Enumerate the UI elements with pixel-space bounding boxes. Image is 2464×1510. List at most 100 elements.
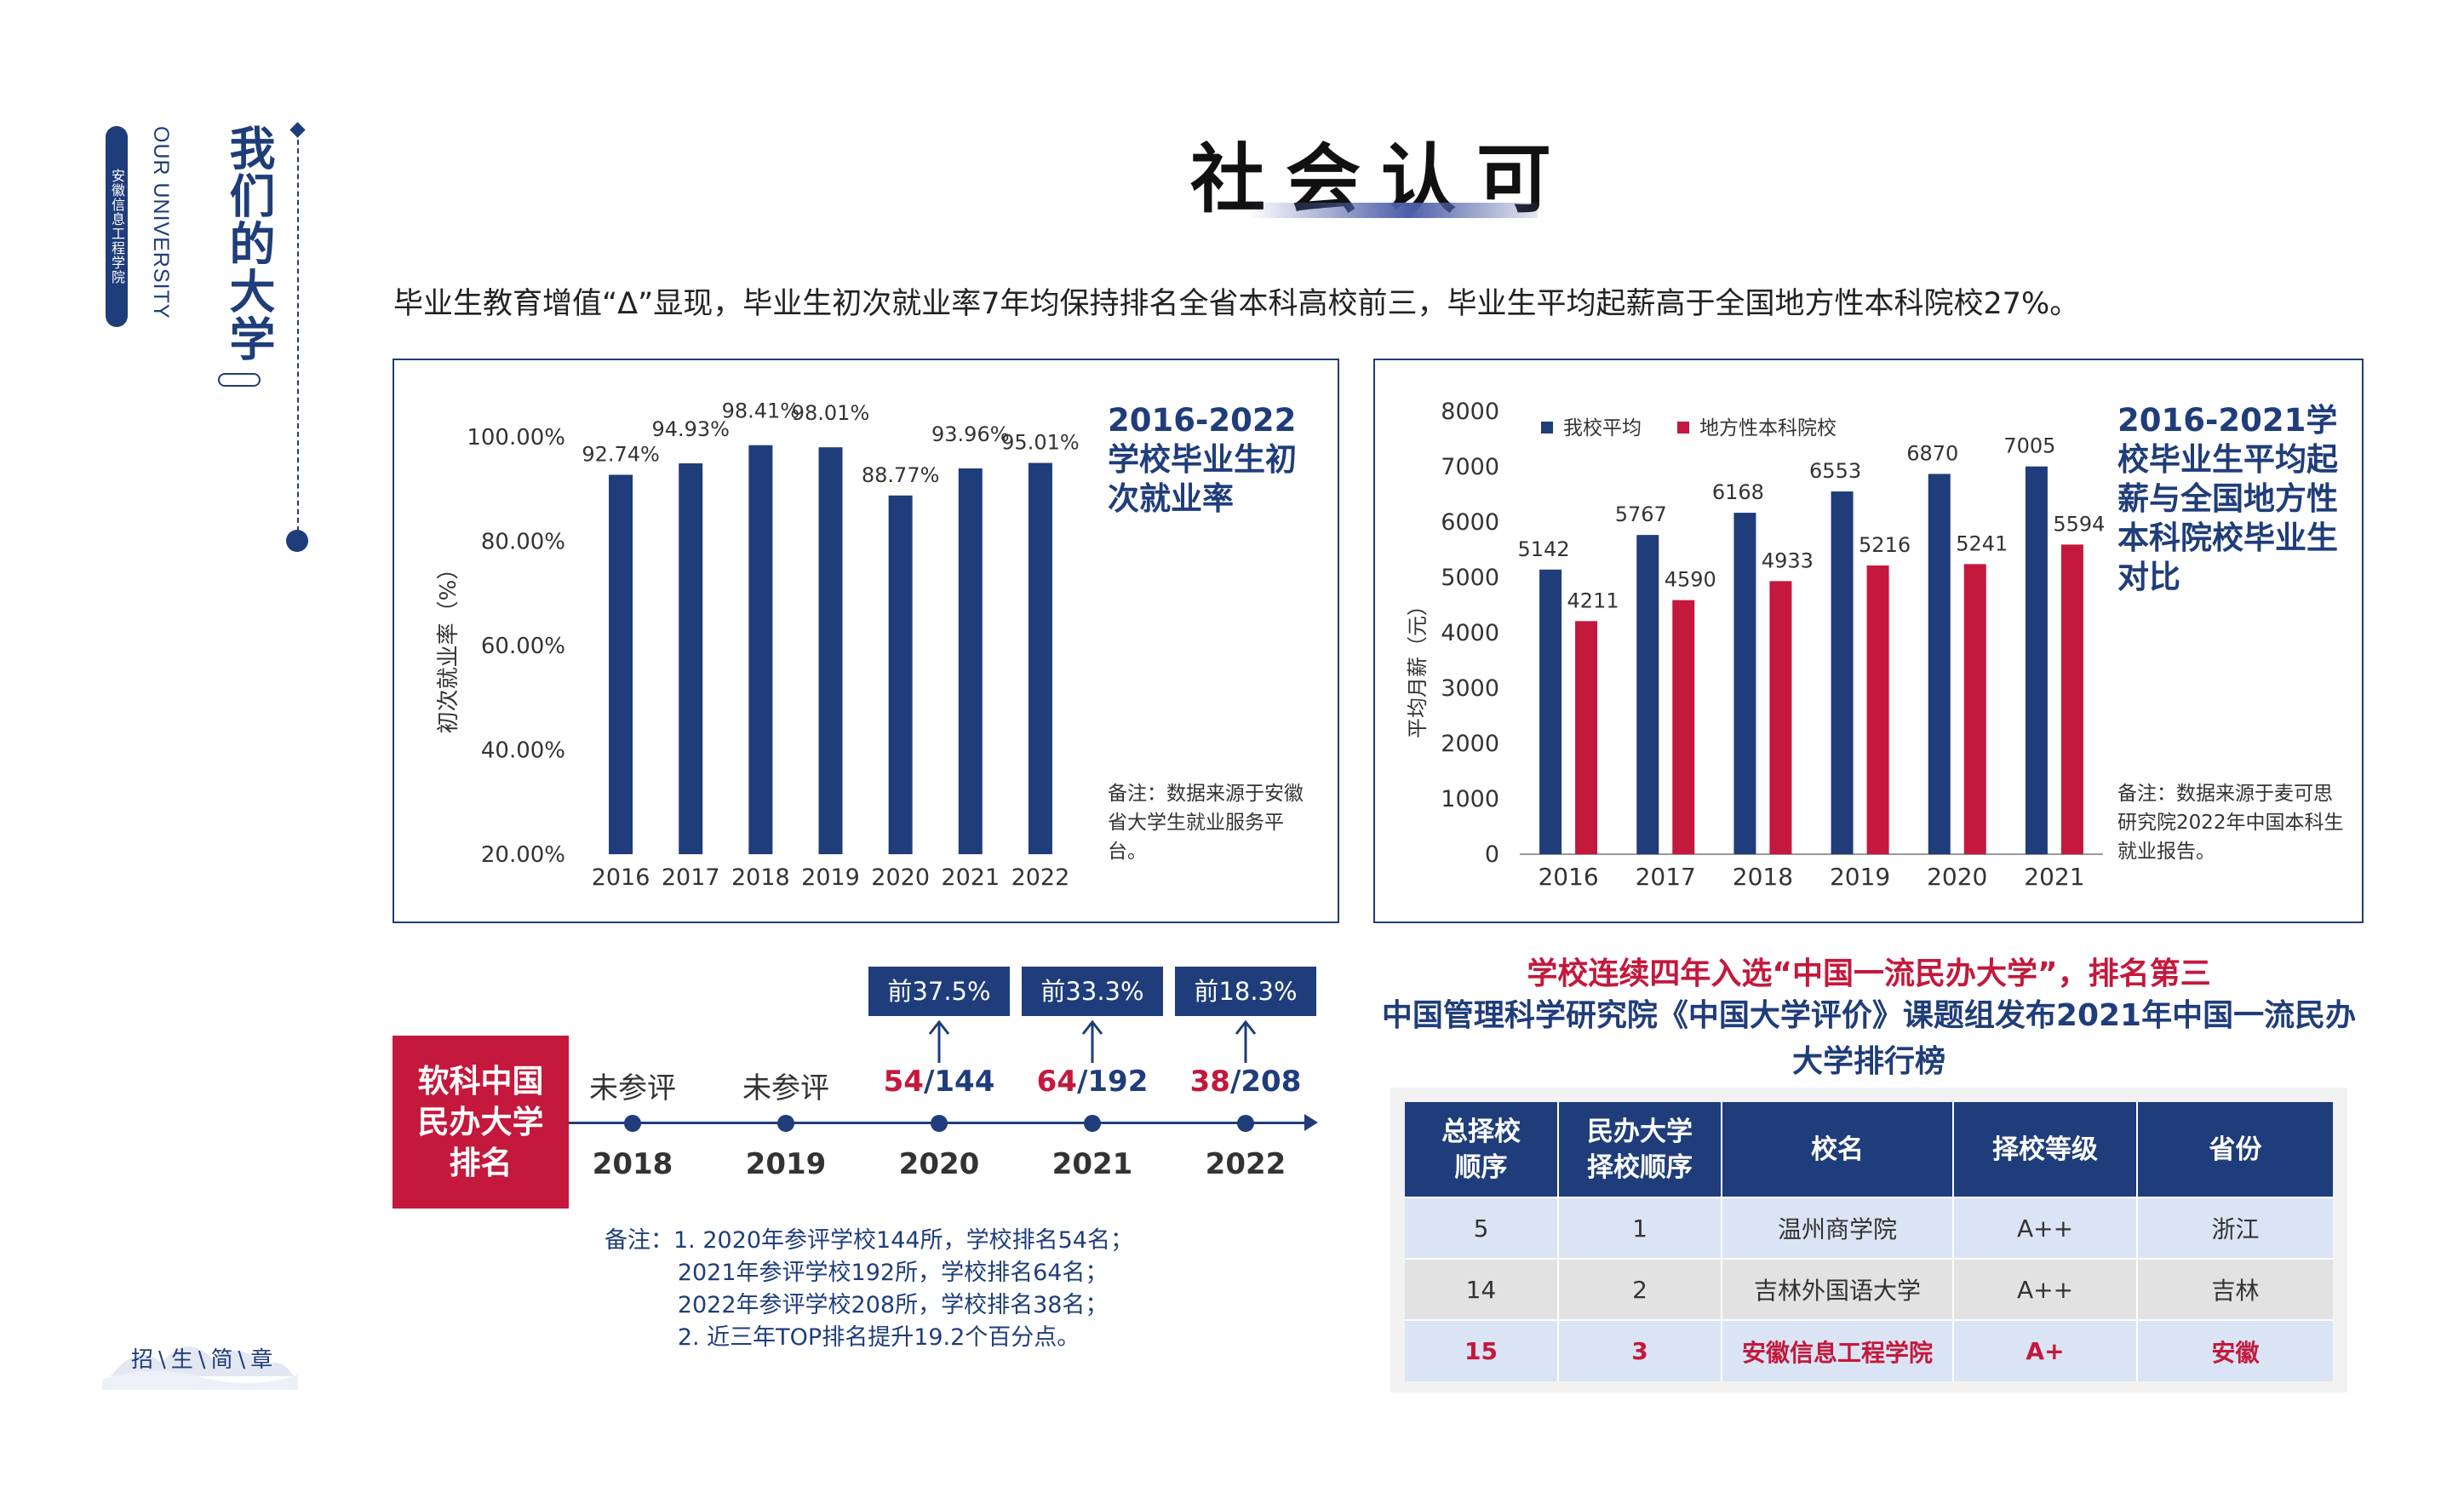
column-header-label: 民办大学择校顺序	[1587, 1116, 1693, 1183]
y-tick-label: 60.00%	[481, 634, 565, 659]
x-tick-label: 2022	[1011, 864, 1070, 891]
legend-swatch	[1677, 422, 1689, 433]
data-label: 4933	[1762, 548, 1814, 572]
timeline-year: 2018	[592, 1147, 673, 1181]
column-header-label: 总择校顺序	[1441, 1116, 1521, 1183]
data-label: 5241	[1956, 531, 2008, 555]
employment-rate-chart: 20.00% 40.00% 60.00% 80.00% 100.00% 初次就业率（%） 9…	[436, 399, 1080, 891]
bar	[958, 468, 983, 854]
table-row: 5 1 温州商学院 A++ 浙江	[1405, 1197, 2333, 1259]
y-tick-label: 20.00%	[481, 842, 565, 868]
data-label: 98.01%	[792, 401, 870, 425]
bar	[1672, 600, 1695, 854]
table-cell: 1	[1558, 1197, 1722, 1259]
timeline-dot-2021	[1084, 1115, 1101, 1132]
brochure-logo-text: 招\生\简\章	[131, 1347, 278, 1373]
rank-number: 38	[1189, 1065, 1230, 1099]
rank-number: 54	[883, 1065, 924, 1099]
legend-swatch	[1541, 422, 1553, 433]
y-tick-label: 3000	[1441, 675, 1499, 702]
school-name-vertical: 安徽信息工程学院	[106, 126, 128, 327]
x-tick-label: 2021	[2024, 863, 2084, 891]
x-tick-label: 2016	[1538, 863, 1598, 891]
our-university-label: OUR UNIVERSITY	[149, 126, 173, 319]
x-tick-label: 2016	[592, 864, 650, 891]
x-tick-label: 2020	[1927, 863, 1987, 891]
table-cell: 浙江	[2137, 1197, 2333, 1259]
x-tick-label: 2020	[871, 864, 930, 891]
y-tick-label: 6000	[1441, 509, 1499, 536]
table-headline-blue: 中国管理科学研究院《中国大学评价》课题组发布2021年中国一流民办大学排行榜	[1381, 998, 2357, 1079]
arrow-up-icon	[1235, 1019, 1257, 1063]
timeline-value: 54/144	[854, 1065, 1024, 1099]
rank-total: /192	[1076, 1065, 1149, 1099]
column-header: 择校等级	[1953, 1102, 2138, 1197]
column-header: 省份	[2137, 1102, 2333, 1197]
legend-label: 我校平均	[1563, 417, 1642, 439]
data-label: 6870	[1906, 441, 1958, 465]
data-label: 94.93%	[651, 417, 730, 441]
table-header-row: 总择校顺序 民办大学择校顺序 校名 择校等级 省份	[1405, 1102, 2333, 1197]
rank-total: /144	[923, 1065, 995, 1099]
employment-chart-note: 备注：数据来源于安徽省大学生就业服务平台。	[1108, 783, 1304, 863]
data-label: 6168	[1712, 480, 1764, 504]
y-axis-label: 平均月薪（元）	[1406, 595, 1430, 738]
table-cell: A++	[1953, 1197, 2138, 1259]
table-row: 14 2 吉林外国语大学 A++ 吉林	[1405, 1258, 2333, 1320]
bar	[609, 474, 633, 854]
table-cell: 温州商学院	[1722, 1197, 1954, 1259]
bar	[2060, 544, 2083, 854]
employment-rate-panel: 20.00% 40.00% 60.00% 80.00% 100.00% 初次就业率（%） 9…	[393, 359, 1339, 923]
timeline-year: 2021	[1051, 1147, 1133, 1181]
bar	[1636, 535, 1659, 854]
table-cell: A+	[1953, 1319, 2138, 1381]
timeline-arrow-icon	[1304, 1114, 1318, 1131]
section-title-vertical: 我们的大学	[221, 124, 275, 363]
rank-percentile-badge: 前37.5%	[868, 967, 1010, 1016]
table-cell: A++	[1953, 1258, 2138, 1320]
bar	[1866, 565, 1889, 854]
bar	[1028, 462, 1052, 854]
data-label: 5767	[1615, 502, 1667, 526]
y-tick-label: 40.00%	[481, 738, 565, 764]
y-tick-label: 80.00%	[481, 530, 565, 555]
timeline-value: 64/192	[1007, 1065, 1178, 1099]
rank-percentile-badge: 前18.3%	[1175, 967, 1316, 1016]
data-label: 4211	[1567, 588, 1619, 612]
y-tick-label: 8000	[1441, 399, 1499, 425]
table-cell: 3	[1558, 1319, 1722, 1381]
salary-comparison-panel: 0 1000 2000 3000 4000 5000 6000 7000 8000 平均月薪（元）…	[1373, 359, 2364, 923]
timeline-year: 2019	[745, 1147, 827, 1181]
x-tick-label: 2019	[1830, 863, 1890, 891]
bar	[748, 445, 773, 854]
ranking-label-box: 软科中国民办大学排名	[393, 1036, 569, 1209]
salary-comparison-chart: 0 1000 2000 3000 4000 5000 6000 7000 8000 平均月薪（元）…	[1406, 399, 2105, 891]
bar	[818, 447, 843, 854]
employment-chart-title: 2016-2022学校毕业生初次就业率	[1108, 402, 1297, 517]
bar	[1831, 491, 1854, 854]
arrow-up-icon	[928, 1019, 950, 1063]
bar	[888, 495, 913, 854]
table-cell: 2	[1558, 1258, 1722, 1320]
bar	[1769, 581, 1792, 854]
bar	[2025, 466, 2048, 854]
table-row-highlight: 15 3 安徽信息工程学院 A+ 安徽	[1405, 1319, 2333, 1381]
table-cell: 吉林	[2137, 1258, 2333, 1320]
data-label: 5216	[1859, 533, 1911, 557]
salary-chart-note: 备注：数据来源于麦可思研究院2022年中国本科生就业报告。	[2117, 783, 2344, 863]
ranking-table-container: 总择校顺序 民办大学择校顺序 校名 择校等级 省份 5 1 温州商学院 A++ …	[1390, 1088, 2347, 1392]
table-cell: 15	[1405, 1319, 1559, 1381]
table-cell: 安徽	[2137, 1319, 2333, 1381]
intro-text: 毕业生教育增值“Δ”显现，毕业生初次就业率7年均保持排名全省本科高校前三，毕业生…	[393, 287, 2080, 321]
salary-chart-title: 2016-2021学校毕业生平均起薪与全国地方性本科院校毕业生对比	[2117, 402, 2338, 595]
title-underline	[1248, 203, 1538, 218]
title-decoration	[218, 373, 261, 387]
y-tick-label: 5000	[1441, 565, 1499, 591]
column-header: 总择校顺序	[1405, 1102, 1559, 1197]
bar	[1733, 513, 1756, 854]
bar	[1575, 621, 1598, 854]
table-cell: 5	[1405, 1197, 1559, 1259]
table-cell: 安徽信息工程学院	[1722, 1319, 1954, 1381]
data-label: 4590	[1665, 568, 1716, 592]
x-tick-label: 2017	[1636, 863, 1696, 891]
